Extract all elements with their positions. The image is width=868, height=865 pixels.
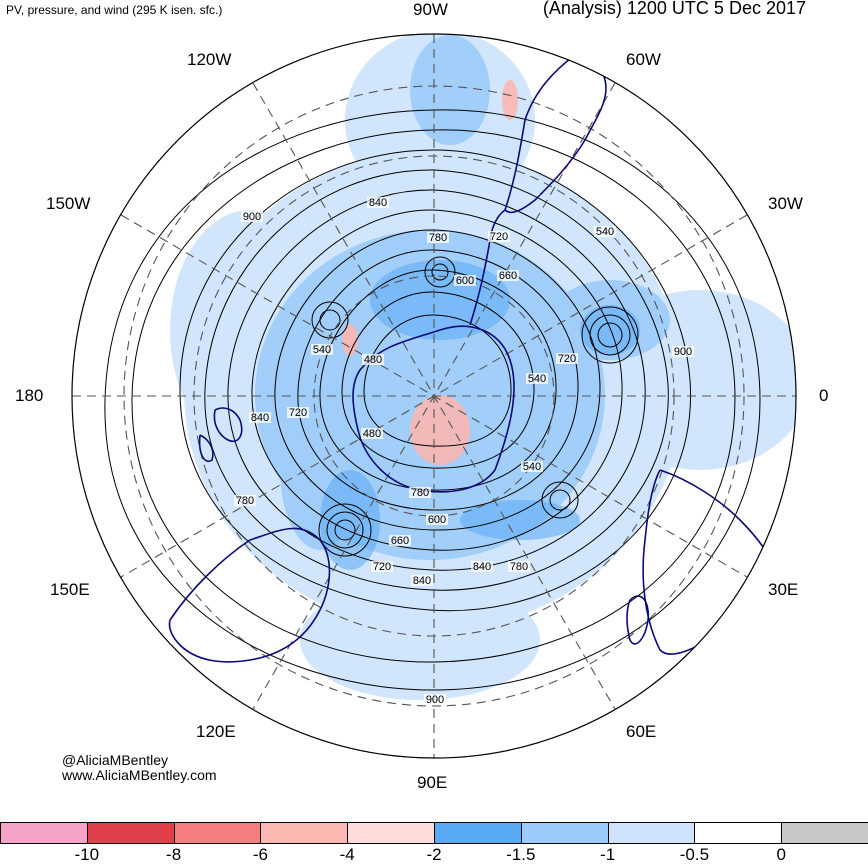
chart-title-left: PV, pressure, and wind (295 K isen. sfc.…: [6, 3, 223, 17]
contour-label: 780: [411, 487, 429, 499]
contour-labels: 900 840 780 720 600 660 540 480 720 780 900 540 720 8…: [234, 197, 694, 706]
lon-label-90e: 90E: [417, 773, 448, 792]
coastlines: [168, 51, 791, 663]
lon-label-60w: 60W: [626, 50, 661, 69]
map-boundary: [71, 33, 797, 759]
pv-shading-positive: [342, 80, 518, 465]
colorbar-swatch: [173, 822, 262, 844]
colorbar-swatch: [694, 822, 783, 844]
contour-label: 480: [363, 428, 381, 440]
lon-label-30w: 30W: [768, 194, 803, 213]
contour-label: 540: [523, 461, 541, 473]
lon-label-0: 0: [819, 386, 829, 405]
credit-website: www.AliciaMBentley.com: [62, 767, 217, 783]
contour-label: 840: [473, 561, 491, 573]
contour-label: 600: [428, 514, 446, 526]
contour-label: 720: [289, 407, 307, 419]
contour-label: 840: [251, 412, 269, 424]
contour-label: 720: [490, 231, 508, 243]
contour-label: 480: [364, 354, 382, 366]
contour-label: 540: [313, 344, 331, 356]
colorbar-tick-label: -1: [600, 845, 616, 864]
lon-label-60e: 60E: [626, 722, 657, 741]
colorbar-swatch: [260, 822, 349, 844]
colorbar-tick-label: 0: [776, 845, 786, 864]
contour-label: 720: [373, 561, 391, 573]
colorbar-tick-label: -4: [339, 845, 355, 864]
colorbar-swatch: [781, 822, 868, 844]
contour-label: 840: [413, 575, 431, 587]
contour-label: 660: [499, 270, 517, 282]
lon-label-90w: 90W: [413, 0, 448, 19]
contour-label: 660: [391, 535, 409, 547]
chart-title-right: (Analysis) 1200 UTC 5 Dec 2017: [542, 0, 806, 18]
colorbar-tick-label: -10: [74, 845, 100, 864]
lon-label-120w: 120W: [187, 50, 232, 69]
contour-label: 780: [510, 561, 528, 573]
pv-shading-strong: [255, 35, 670, 560]
contour-label: 780: [236, 495, 254, 507]
colorbar-tick-label: -8: [166, 845, 182, 864]
credit-handle: @AliciaMBentley: [62, 752, 169, 768]
contour-label: 900: [243, 211, 261, 223]
contour-label: 600: [456, 275, 474, 287]
contour-label: 540: [528, 373, 546, 385]
lon-label-30e: 30E: [768, 580, 799, 599]
lon-label-120e: 120E: [196, 722, 236, 741]
colorbar-tick-label: -0.5: [679, 845, 710, 864]
contour-label: 720: [558, 353, 576, 365]
contour-label: 840: [369, 197, 387, 209]
contour-label: 900: [674, 346, 692, 358]
colorbar-tick-label: -6: [252, 845, 268, 864]
colorbar-swatch: [86, 822, 175, 844]
colorbar-swatch: [607, 822, 696, 844]
pv-colorbar: [0, 822, 868, 844]
colorbar-swatch: [434, 822, 522, 844]
colorbar-tick-label: -1.5: [506, 845, 536, 864]
contour-label: 540: [596, 226, 614, 238]
pv-map: 900 840 780 720 600 660 540 480 720 780 900 540 720 8…: [71, 33, 797, 759]
lon-label-150e: 150E: [50, 580, 90, 599]
lon-label-180: 180: [15, 386, 44, 405]
colorbar-swatch: [520, 822, 609, 844]
lon-label-150w: 150W: [46, 194, 91, 213]
colorbar-swatch: [347, 822, 435, 844]
colorbar-swatch: [0, 822, 88, 844]
contour-label: 900: [426, 694, 444, 706]
graticule: [72, 34, 796, 758]
contour-label: 780: [429, 232, 447, 244]
colorbar-tick-label: -2: [426, 845, 442, 864]
